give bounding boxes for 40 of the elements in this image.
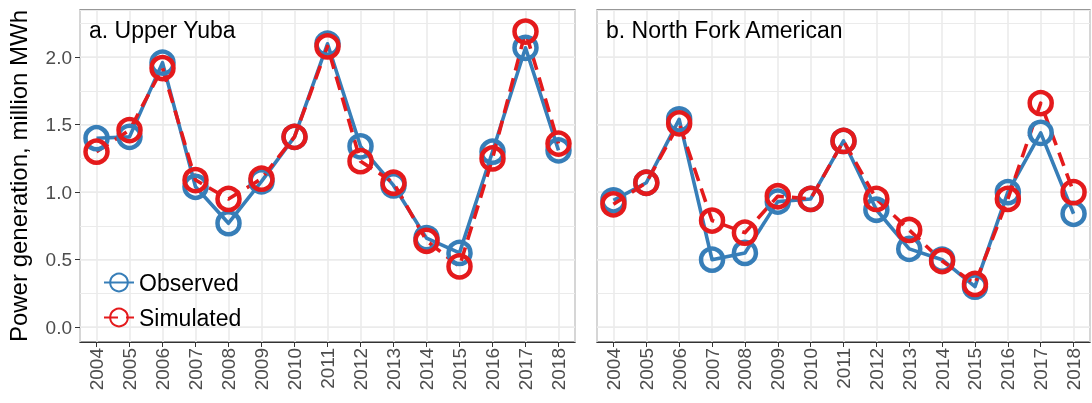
x-tick-label: 2016 xyxy=(997,348,1019,391)
x-tick-label: 2008 xyxy=(734,348,756,391)
x-tick-label: 2015 xyxy=(449,348,470,391)
x-tick-label: 2014 xyxy=(931,347,953,391)
x-tick-label: 2005 xyxy=(635,348,657,391)
y-tick-label: 0.0 xyxy=(45,316,72,338)
legend-label: Observed xyxy=(139,269,239,296)
x-tick-label: 2018 xyxy=(1063,348,1085,391)
y-axis-title: Power generation, million MWh xyxy=(4,9,32,343)
x-tick-label: 2015 xyxy=(964,348,986,391)
x-tick-label: 2018 xyxy=(548,348,569,391)
chart-title: b. North Fork American xyxy=(606,16,843,43)
x-tick-label: 2017 xyxy=(1030,348,1052,391)
x-tick-label: 2013 xyxy=(898,348,920,391)
y-tick-label: 0.5 xyxy=(45,249,72,271)
x-tick-label: 2006 xyxy=(668,348,690,391)
x-tick-label: 2009 xyxy=(251,348,272,391)
y-tick-label: 2.0 xyxy=(45,46,72,68)
legend-label: Simulated xyxy=(139,304,242,331)
x-tick-label: 2017 xyxy=(515,348,536,391)
y-tick-label: 1.5 xyxy=(45,114,72,136)
y-tick-label: 1.0 xyxy=(45,181,72,203)
x-tick-label: 2011 xyxy=(833,348,854,389)
x-tick-label: 2014 xyxy=(416,347,437,391)
x-tick-label: 2010 xyxy=(284,348,305,391)
x-tick-label: 2008 xyxy=(218,348,239,391)
x-tick-label: 2016 xyxy=(482,348,503,391)
x-tick-label: 2005 xyxy=(119,348,140,391)
x-tick-label: 2013 xyxy=(383,348,404,391)
x-tick-label: 2007 xyxy=(701,348,723,391)
x-tick-label: 2010 xyxy=(800,348,822,391)
x-tick-label: 2006 xyxy=(152,348,173,391)
x-tick-label: 2004 xyxy=(86,347,107,391)
x-tick-label: 2004 xyxy=(602,347,624,391)
x-tick-label: 2012 xyxy=(865,348,887,391)
x-tick-label: 2012 xyxy=(350,348,371,391)
x-tick-label: 2007 xyxy=(185,348,206,391)
chart-title: a. Upper Yuba xyxy=(89,16,236,43)
x-tick-label: 2009 xyxy=(767,348,789,391)
x-tick-label: 2011 xyxy=(317,348,338,389)
